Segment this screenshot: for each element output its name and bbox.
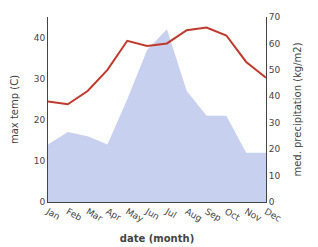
svg-text:70: 70: [269, 12, 281, 22]
svg-text:10: 10: [34, 156, 46, 166]
svg-text:40: 40: [269, 91, 281, 101]
svg-text:Jun: Jun: [143, 206, 161, 222]
svg-text:May: May: [124, 206, 146, 224]
svg-text:Feb: Feb: [65, 206, 84, 223]
svg-text:30: 30: [269, 118, 281, 128]
svg-text:50: 50: [269, 65, 281, 75]
svg-text:Mar: Mar: [84, 206, 104, 223]
svg-text:Dec: Dec: [263, 206, 283, 223]
svg-text:Apr: Apr: [104, 206, 123, 223]
svg-text:0: 0: [269, 197, 275, 207]
svg-text:10: 10: [269, 171, 281, 181]
svg-text:0: 0: [39, 197, 45, 207]
svg-text:Nov: Nov: [243, 206, 264, 224]
svg-text:30: 30: [34, 74, 46, 84]
svg-text:Sep: Sep: [203, 206, 223, 223]
svg-text:med. precipitation (kg/m2): med. precipitation (kg/m2): [292, 42, 303, 176]
svg-text:Jan: Jan: [44, 206, 62, 222]
svg-text:40: 40: [34, 33, 46, 43]
svg-text:date (month): date (month): [120, 233, 194, 244]
svg-text:max temp (C): max temp (C): [9, 75, 20, 144]
svg-text:Aug: Aug: [183, 206, 203, 223]
svg-text:Jul: Jul: [163, 206, 178, 221]
svg-text:20: 20: [34, 115, 46, 125]
svg-text:Oct: Oct: [223, 206, 242, 223]
svg-text:20: 20: [269, 144, 281, 154]
svg-text:60: 60: [269, 39, 281, 49]
